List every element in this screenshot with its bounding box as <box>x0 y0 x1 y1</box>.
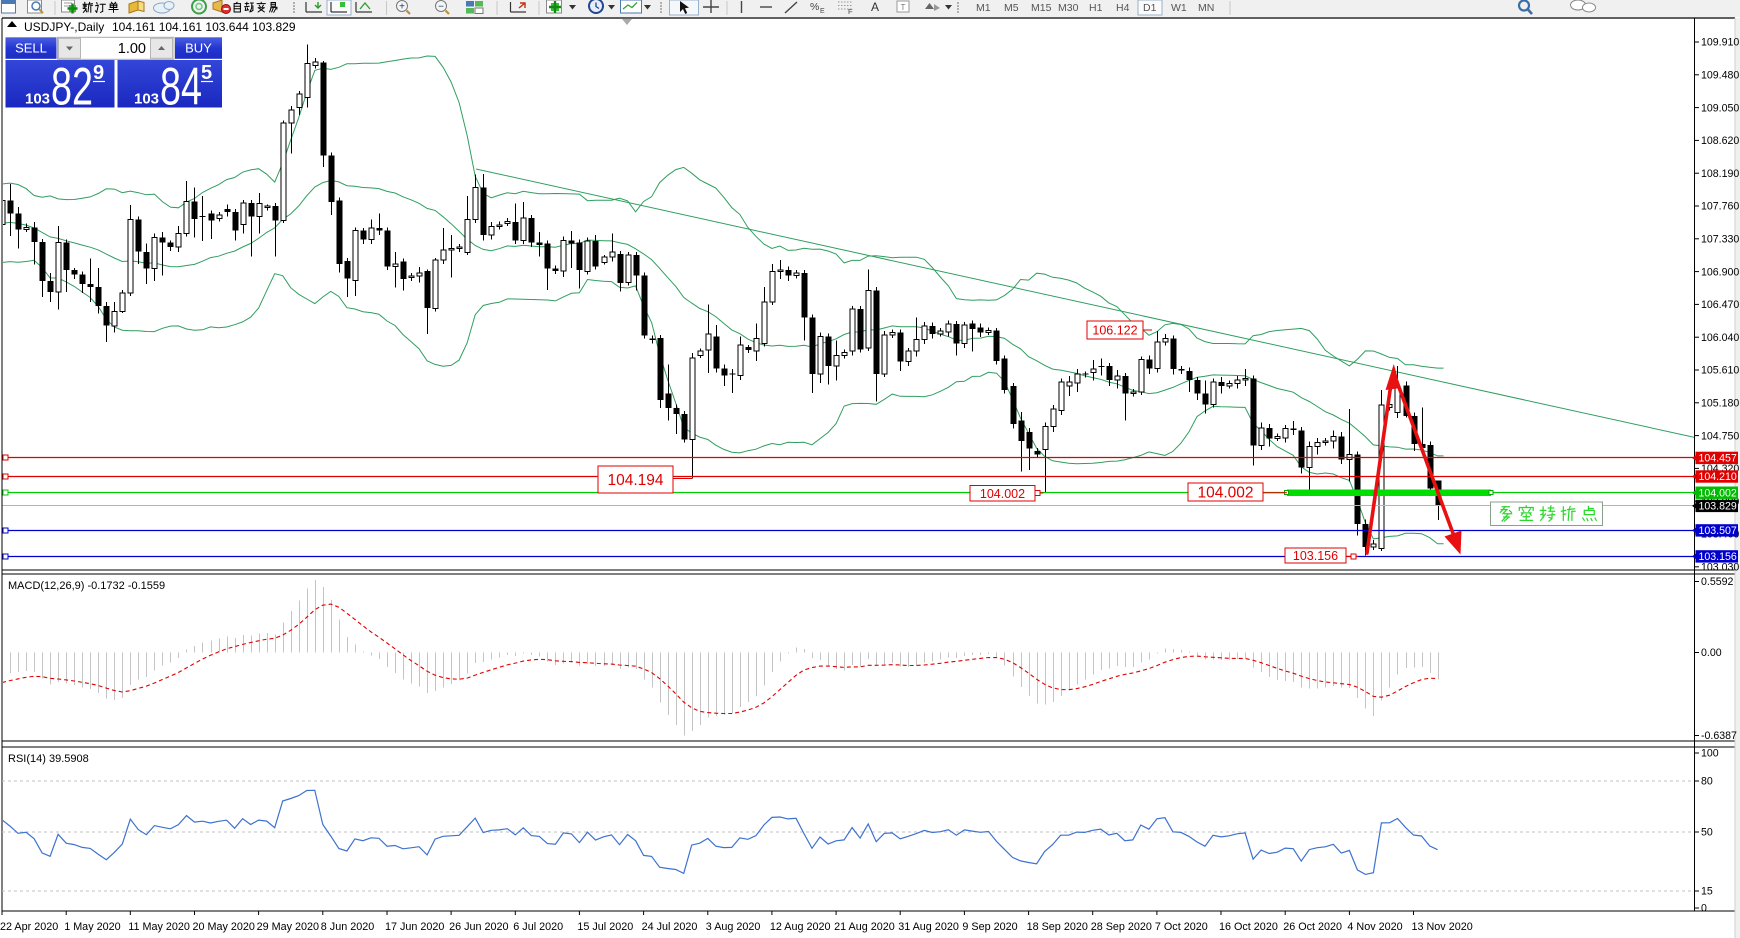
svg-text:A: A <box>871 0 879 14</box>
svg-text:H4: H4 <box>1116 2 1130 14</box>
svg-text:26 Jun 2020: 26 Jun 2020 <box>449 921 508 933</box>
svg-text:17 Jun 2020: 17 Jun 2020 <box>385 921 444 933</box>
svg-text:1 May 2020: 1 May 2020 <box>64 921 120 933</box>
svg-text:103: 103 <box>134 91 159 108</box>
svg-text:106.470: 106.470 <box>1701 299 1739 311</box>
svg-text:8 Jun 2020: 8 Jun 2020 <box>321 921 374 933</box>
svg-text:SELL: SELL <box>15 40 47 55</box>
svg-text:M1: M1 <box>976 2 991 14</box>
svg-text:106.040: 106.040 <box>1701 332 1739 344</box>
svg-text:104.194: 104.194 <box>607 472 663 489</box>
svg-text:18 Sep 2020: 18 Sep 2020 <box>1027 921 1088 933</box>
svg-text:0: 0 <box>1701 903 1707 915</box>
svg-text:6 Jul 2020: 6 Jul 2020 <box>513 921 563 933</box>
svg-text:103.156: 103.156 <box>1293 549 1338 563</box>
svg-text:13 Nov 2020: 13 Nov 2020 <box>1412 921 1473 933</box>
svg-text:104.002: 104.002 <box>980 487 1025 501</box>
svg-text:107.330: 107.330 <box>1701 234 1739 246</box>
svg-text:104.750: 104.750 <box>1701 430 1739 442</box>
svg-text:22 Apr 2020: 22 Apr 2020 <box>0 921 58 933</box>
svg-text:5: 5 <box>201 62 212 84</box>
svg-text:21 Aug 2020: 21 Aug 2020 <box>834 921 895 933</box>
svg-text:15 Jul 2020: 15 Jul 2020 <box>577 921 633 933</box>
svg-text:9: 9 <box>93 62 104 84</box>
svg-text:29 May 2020: 29 May 2020 <box>257 921 319 933</box>
svg-text:4 Nov 2020: 4 Nov 2020 <box>1347 921 1402 933</box>
svg-text:0.00: 0.00 <box>1701 647 1722 659</box>
svg-text:0.5592: 0.5592 <box>1701 576 1734 588</box>
svg-text:103.030: 103.030 <box>1701 562 1739 574</box>
svg-text:20 May 2020: 20 May 2020 <box>193 921 255 933</box>
svg-text:104.457: 104.457 <box>1699 453 1737 465</box>
svg-text:84: 84 <box>160 58 202 117</box>
svg-text:109.050: 109.050 <box>1701 102 1739 114</box>
svg-text:M5: M5 <box>1004 2 1019 14</box>
svg-text:15: 15 <box>1701 886 1713 898</box>
svg-text:-0.6387: -0.6387 <box>1701 730 1737 742</box>
svg-text:MN: MN <box>1198 2 1214 14</box>
svg-text:D1: D1 <box>1143 2 1157 14</box>
svg-text:RSI(14) 39.5908: RSI(14) 39.5908 <box>8 753 89 765</box>
svg-text:M30: M30 <box>1058 2 1079 14</box>
svg-text:−: − <box>438 1 444 12</box>
svg-text:MACD(12,26,9) -0.1732 -0.1559: MACD(12,26,9) -0.1732 -0.1559 <box>8 580 165 592</box>
svg-text:105.610: 105.610 <box>1701 365 1739 377</box>
svg-text:T: T <box>901 3 906 12</box>
svg-text:104.002: 104.002 <box>1699 487 1737 499</box>
svg-text:103.156: 103.156 <box>1699 551 1737 563</box>
svg-text:82: 82 <box>51 58 93 117</box>
svg-text:104.161 104.161 103.644 103.82: 104.161 104.161 103.644 103.829 <box>112 20 296 34</box>
svg-text:7 Oct 2020: 7 Oct 2020 <box>1155 921 1208 933</box>
svg-text:W1: W1 <box>1171 2 1187 14</box>
svg-text:108.190: 108.190 <box>1701 168 1739 180</box>
svg-text:M15: M15 <box>1031 2 1052 14</box>
svg-text:109.480: 109.480 <box>1701 70 1739 82</box>
svg-text:26 Oct 2020: 26 Oct 2020 <box>1283 921 1342 933</box>
svg-text:105.180: 105.180 <box>1701 398 1739 410</box>
svg-text:3 Aug 2020: 3 Aug 2020 <box>706 921 761 933</box>
svg-text:28 Sep 2020: 28 Sep 2020 <box>1091 921 1152 933</box>
svg-text:+: + <box>399 1 405 12</box>
svg-text:103: 103 <box>25 91 50 108</box>
svg-text:11 May 2020: 11 May 2020 <box>128 921 190 933</box>
svg-text:104.210: 104.210 <box>1699 471 1737 483</box>
svg-text:16 Oct 2020: 16 Oct 2020 <box>1219 921 1278 933</box>
svg-text:BUY: BUY <box>185 40 212 55</box>
svg-text:80: 80 <box>1701 776 1713 788</box>
svg-text:109.910: 109.910 <box>1701 37 1739 49</box>
svg-text:103.829: 103.829 <box>1699 501 1737 513</box>
svg-text:106.122: 106.122 <box>1092 324 1137 338</box>
svg-text:USDJPY-,Daily: USDJPY-,Daily <box>24 20 104 34</box>
svg-text:107.760: 107.760 <box>1701 201 1739 213</box>
svg-text:%: % <box>810 1 819 13</box>
svg-text:31 Aug 2020: 31 Aug 2020 <box>898 921 959 933</box>
svg-text:104.002: 104.002 <box>1197 485 1253 502</box>
svg-text:106.900: 106.900 <box>1701 266 1739 278</box>
svg-text:103.507: 103.507 <box>1699 525 1737 537</box>
svg-text:H1: H1 <box>1089 2 1103 14</box>
svg-text:24 Jul 2020: 24 Jul 2020 <box>642 921 698 933</box>
svg-text:9 Sep 2020: 9 Sep 2020 <box>962 921 1017 933</box>
svg-text:1.00: 1.00 <box>118 41 146 57</box>
svg-text:50: 50 <box>1701 827 1713 839</box>
svg-text:108.620: 108.620 <box>1701 135 1739 147</box>
svg-text:12 Aug 2020: 12 Aug 2020 <box>770 921 831 933</box>
svg-text:E: E <box>820 8 825 15</box>
svg-text:100: 100 <box>1701 748 1719 760</box>
svg-text:F: F <box>848 7 853 16</box>
